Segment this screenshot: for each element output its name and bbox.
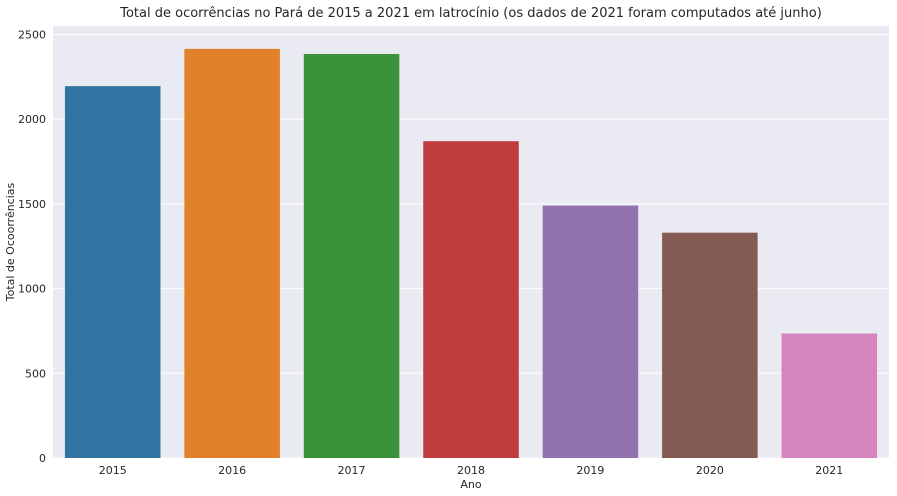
y-tick-label: 2500 (18, 28, 46, 41)
x-tick-label: 2019 (576, 464, 604, 477)
x-tick-label: 2017 (338, 464, 366, 477)
y-axis-ticks: 0 500 1000 1500 2000 2500 (18, 28, 46, 465)
bar-2015 (64, 86, 161, 458)
x-tick-label: 2020 (696, 464, 724, 477)
x-axis-label: Ano (460, 478, 481, 491)
y-tick-label: 1500 (18, 198, 46, 211)
x-tick-label: 2016 (218, 464, 246, 477)
x-tick-label: 2015 (99, 464, 127, 477)
bar-2019 (542, 205, 639, 458)
chart-title: Total de ocorrências no Pará de 2015 a 2… (119, 6, 822, 21)
x-tick-label: 2018 (457, 464, 485, 477)
y-tick-label: 1000 (18, 283, 46, 296)
bar-2018 (423, 141, 519, 458)
bar-2017 (303, 53, 400, 458)
bar-2021 (781, 333, 878, 458)
y-axis-label: Total de Ocoorrências (4, 182, 17, 302)
y-tick-label: 2000 (18, 113, 46, 126)
bar-2016 (184, 48, 280, 459)
y-tick-label: 0 (39, 452, 46, 465)
x-tick-label: 2021 (815, 464, 843, 477)
bar-2020 (662, 232, 758, 458)
y-tick-label: 500 (25, 367, 46, 380)
x-axis-ticks: 2015 2016 2017 2018 2019 2020 2021 (99, 464, 844, 477)
bars (64, 48, 878, 459)
